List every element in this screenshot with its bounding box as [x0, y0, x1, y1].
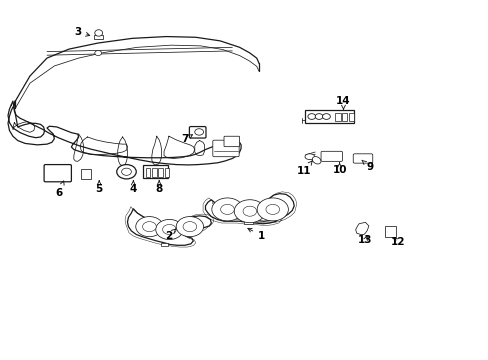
- Bar: [384, 226, 395, 237]
- Text: 9: 9: [361, 160, 373, 172]
- FancyBboxPatch shape: [44, 165, 71, 182]
- FancyBboxPatch shape: [321, 151, 342, 161]
- FancyBboxPatch shape: [352, 154, 372, 163]
- Circle shape: [220, 204, 234, 215]
- Text: 2: 2: [165, 229, 175, 240]
- Circle shape: [243, 206, 256, 216]
- Circle shape: [142, 222, 156, 231]
- Text: 11: 11: [296, 161, 312, 176]
- Text: 3: 3: [74, 27, 89, 37]
- Text: 10: 10: [332, 162, 346, 175]
- Ellipse shape: [305, 154, 314, 159]
- Polygon shape: [127, 209, 211, 245]
- Bar: [160, 243, 167, 246]
- Text: 1: 1: [247, 228, 264, 240]
- Bar: [334, 113, 340, 121]
- Text: 14: 14: [335, 96, 350, 109]
- Circle shape: [136, 217, 163, 237]
- Circle shape: [183, 222, 196, 231]
- Text: 8: 8: [155, 181, 163, 194]
- Text: 5: 5: [95, 181, 102, 194]
- Text: 13: 13: [357, 235, 372, 245]
- Circle shape: [257, 198, 288, 221]
- Circle shape: [117, 165, 136, 179]
- Text: 6: 6: [56, 181, 64, 198]
- Bar: [158, 168, 163, 177]
- FancyBboxPatch shape: [212, 140, 239, 157]
- Bar: [341, 113, 346, 121]
- Text: 12: 12: [390, 237, 405, 247]
- Circle shape: [265, 204, 279, 215]
- FancyBboxPatch shape: [189, 127, 205, 138]
- Circle shape: [162, 225, 176, 234]
- Bar: [244, 221, 253, 224]
- Circle shape: [95, 50, 102, 55]
- FancyBboxPatch shape: [224, 136, 239, 147]
- Text: 4: 4: [129, 181, 137, 194]
- Circle shape: [322, 114, 330, 120]
- Polygon shape: [355, 222, 368, 234]
- Circle shape: [307, 114, 315, 120]
- Polygon shape: [205, 194, 294, 224]
- Bar: [81, 169, 91, 179]
- Circle shape: [156, 220, 183, 239]
- Circle shape: [122, 168, 131, 175]
- Bar: [305, 110, 353, 123]
- Ellipse shape: [312, 157, 320, 164]
- Circle shape: [315, 114, 323, 120]
- Bar: [143, 165, 168, 178]
- Circle shape: [194, 129, 203, 135]
- Ellipse shape: [95, 30, 102, 36]
- Circle shape: [211, 198, 243, 221]
- Bar: [94, 36, 103, 39]
- Circle shape: [234, 200, 265, 223]
- Bar: [152, 168, 157, 177]
- Bar: [348, 113, 353, 121]
- Bar: [145, 168, 150, 177]
- Text: 7: 7: [181, 135, 192, 144]
- Circle shape: [176, 217, 203, 237]
- Bar: [164, 168, 169, 177]
